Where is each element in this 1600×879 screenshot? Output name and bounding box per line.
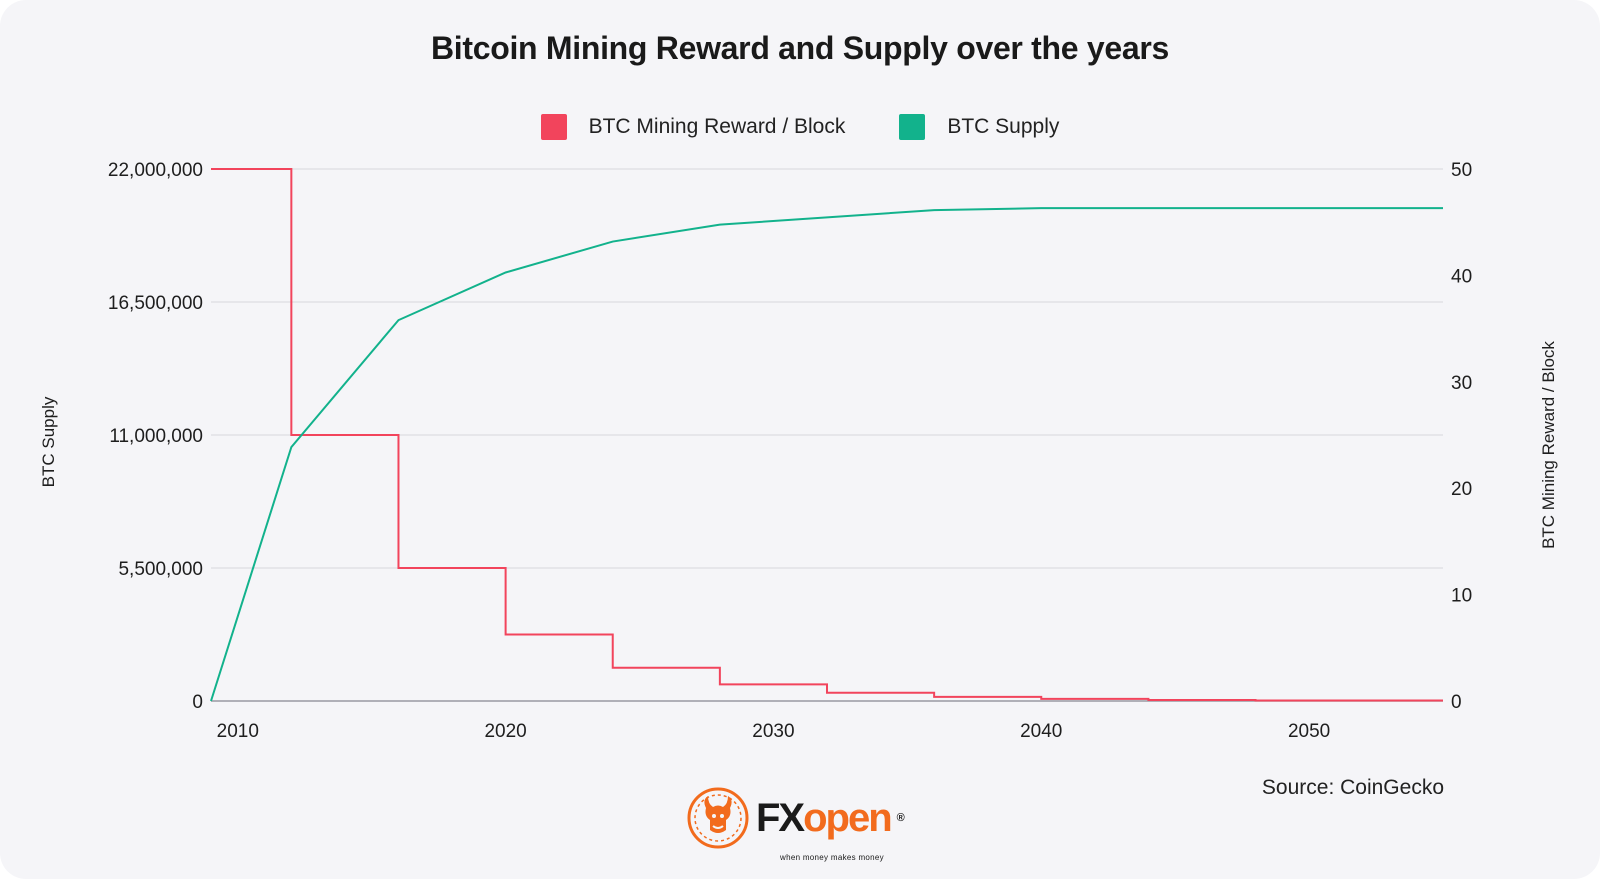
series-layer: [210, 168, 1443, 702]
supply-series-line: [210, 207, 1443, 702]
logo-open: open: [803, 796, 893, 840]
legend-label-reward: BTC Mining Reward / Block: [588, 115, 846, 138]
y-tick-label: 0: [192, 692, 203, 713]
legend-swatch-supply: [899, 114, 926, 140]
logo-registered: ®: [896, 812, 905, 824]
legend-item-supply[interactable]: BTC Supply: [899, 114, 1059, 140]
x-tick-label: 2030: [752, 721, 794, 742]
left-axis-title: BTC Supply: [39, 396, 58, 487]
right-axis-title: BTC Mining Reward / Block: [1539, 341, 1558, 549]
left-axis-ticks: 0 5,500,000 11,000,000 16,500,000 22,000,000: [108, 160, 203, 713]
x-axis-ticks: 2010 2020 2030 2040 2050: [217, 721, 1331, 742]
y2-tick-label: 40: [1451, 266, 1472, 287]
x-tick-label: 2050: [1288, 721, 1330, 742]
brand-logo[interactable]: FXopen ® when money makes money: [686, 786, 905, 862]
x-tick-label: 2010: [217, 721, 259, 742]
y-tick-label: 11,000,000: [109, 426, 203, 447]
legend-label-supply: BTC Supply: [947, 115, 1060, 138]
reward-series-line: [211, 168, 1443, 702]
x-tick-label: 2040: [1020, 721, 1062, 742]
y2-tick-label: 30: [1451, 373, 1472, 394]
x-tick-label: 2020: [484, 721, 526, 742]
legend: BTC Mining Reward / Block BTC Supply: [0, 114, 1600, 140]
y2-tick-label: 10: [1451, 586, 1472, 607]
y2-tick-label: 20: [1451, 479, 1472, 500]
logo-wordmark: FXopen ® when money makes money: [756, 796, 905, 862]
y2-tick-label: 50: [1451, 160, 1472, 181]
right-axis-ticks: 0 10 20 30 40 50: [1451, 160, 1472, 713]
logo-tagline: when money makes money: [780, 853, 884, 862]
logo-fx: FX: [756, 796, 805, 840]
legend-item-reward[interactable]: BTC Mining Reward / Block: [540, 114, 846, 140]
legend-swatch-reward: [540, 114, 567, 140]
y-tick-label: 5,500,000: [118, 559, 203, 580]
y2-tick-label: 0: [1451, 692, 1462, 713]
y-tick-label: 22,000,000: [108, 160, 203, 181]
chart-title: Bitcoin Mining Reward and Supply over th…: [430, 30, 1170, 66]
source-note: Source: CoinGecko: [1261, 776, 1444, 799]
y-tick-label: 16,500,000: [108, 293, 203, 314]
bull-icon: [687, 787, 749, 849]
